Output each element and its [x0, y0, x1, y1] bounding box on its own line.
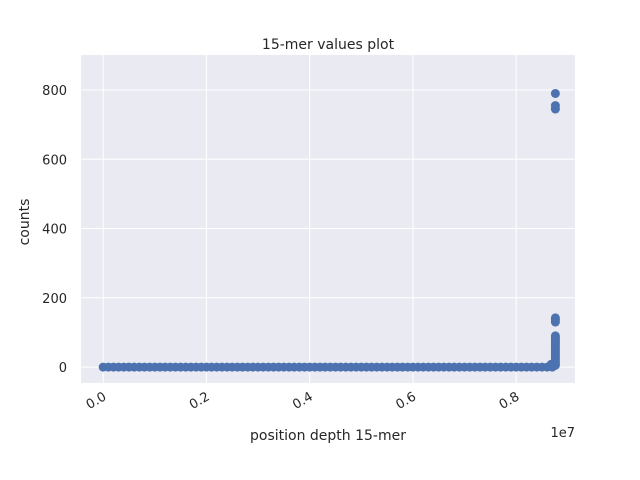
y-axis-label: counts: [17, 199, 33, 246]
point: [550, 313, 560, 323]
y-tick-label: 600: [42, 153, 67, 168]
x-tick-label: 0.4: [290, 389, 315, 412]
x-axis-label: position depth 15-mer: [250, 428, 406, 444]
y-tick-label: 200: [42, 292, 67, 307]
x-tick-label: 0.8: [497, 389, 522, 412]
y-tick-label: 800: [42, 84, 67, 99]
chart-title: 15-mer values plot: [262, 37, 395, 53]
x-tick-label: 0.2: [187, 389, 212, 412]
y-tick-label: 400: [42, 223, 67, 238]
x-tick-label: 0.6: [393, 389, 418, 412]
point: [550, 331, 560, 341]
plot-area: [81, 55, 575, 383]
x-tick-label: 0.0: [84, 389, 109, 412]
point: [550, 88, 560, 98]
point: [550, 101, 560, 111]
y-tick-label: 0: [59, 361, 67, 376]
x-offset-label: 1e7: [550, 426, 575, 441]
